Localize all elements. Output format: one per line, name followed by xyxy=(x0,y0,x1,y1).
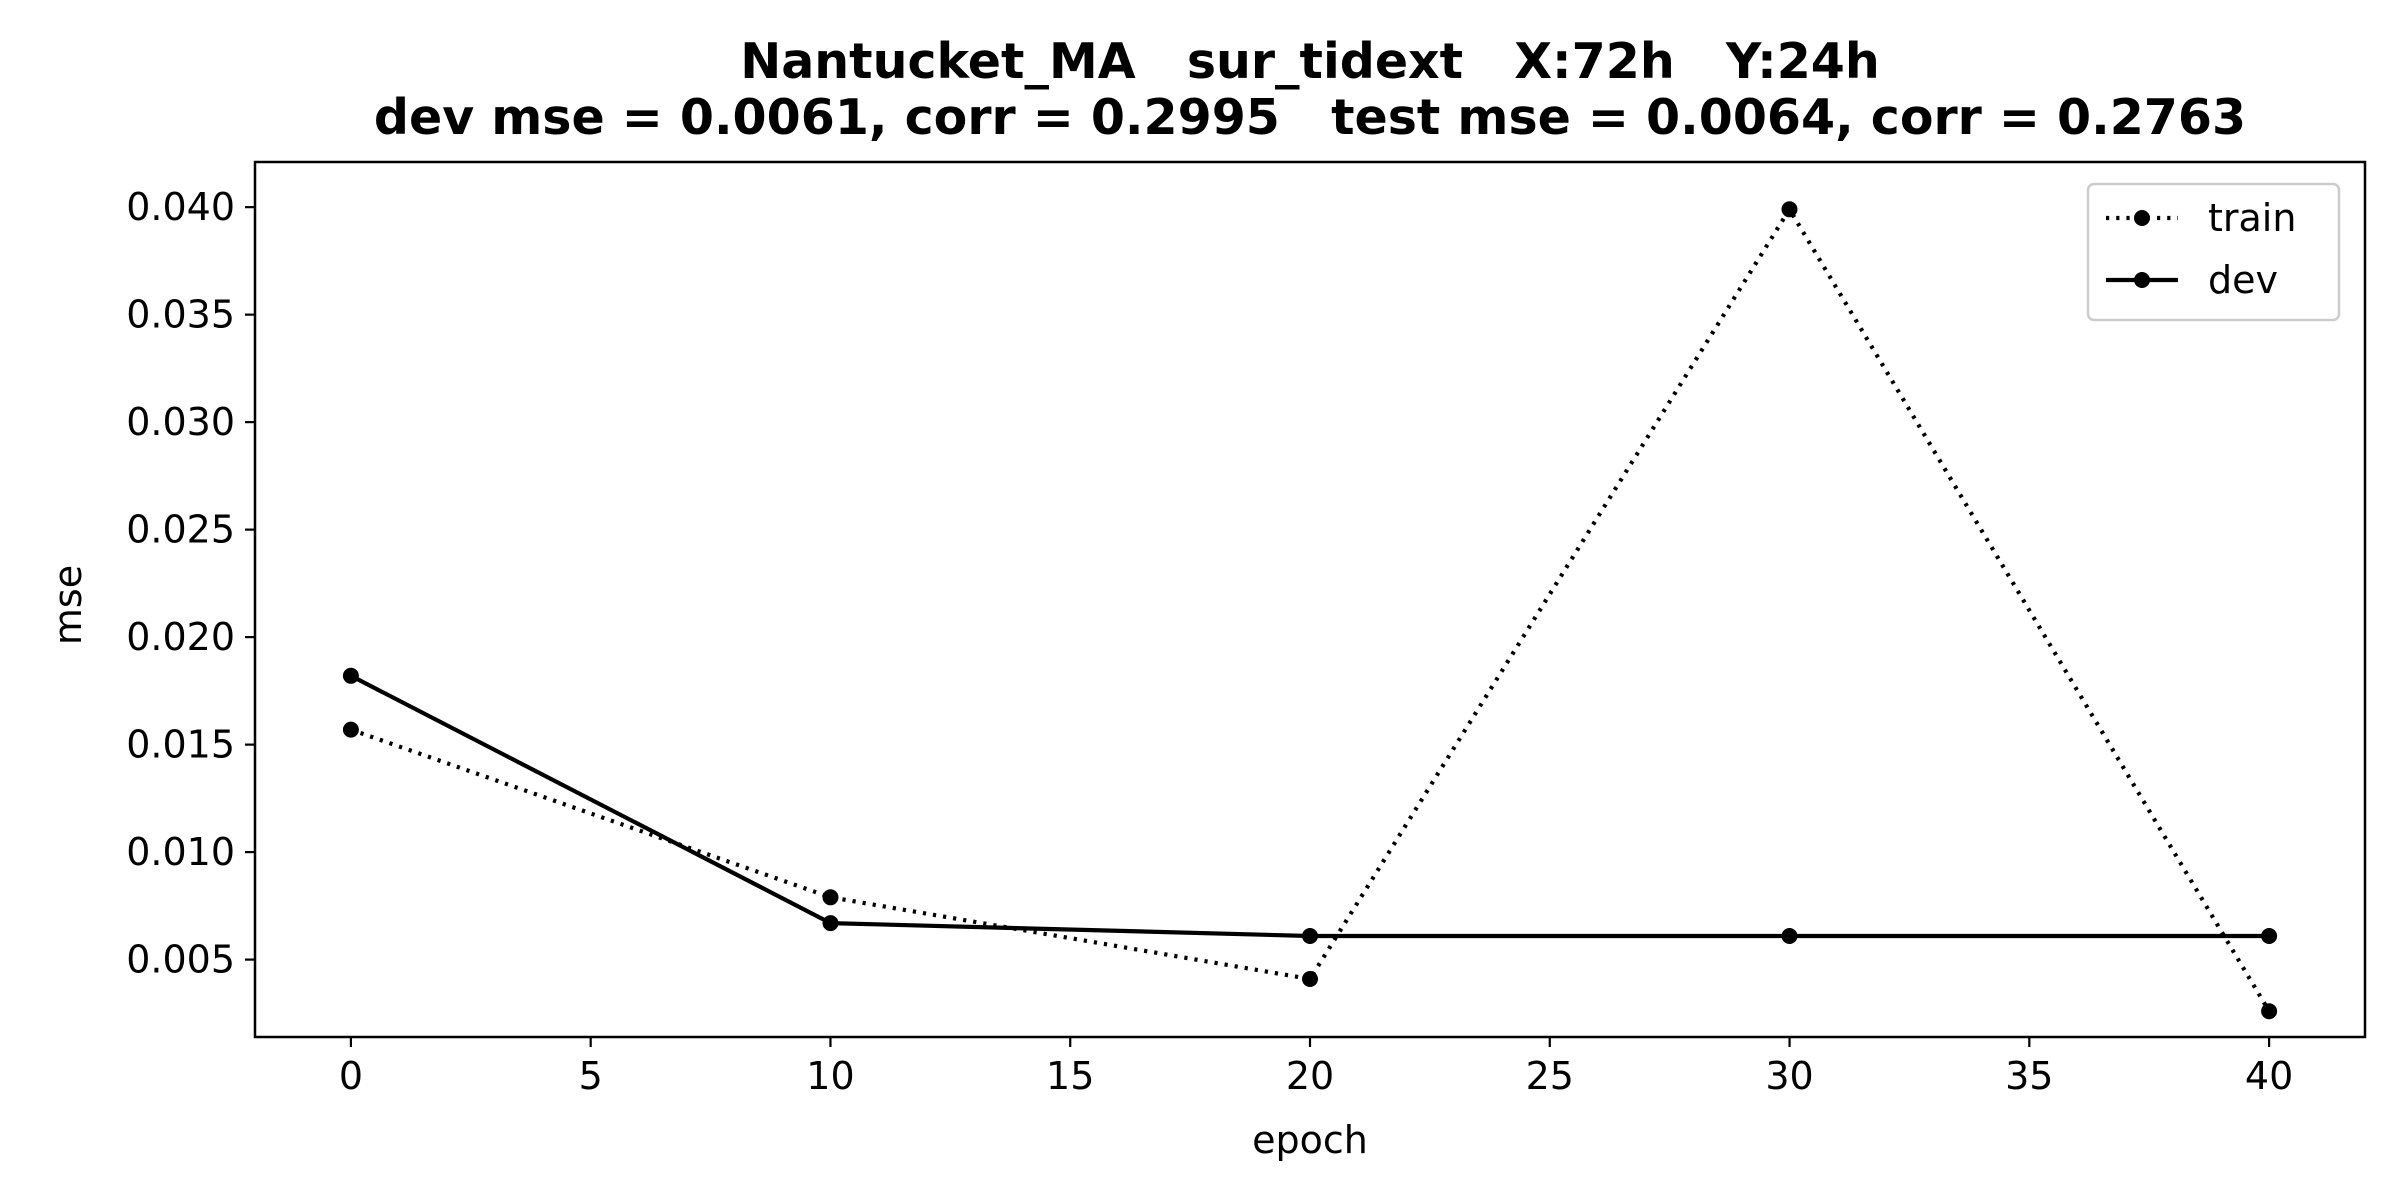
x-tick-label: 40 xyxy=(2245,1054,2293,1098)
plot-layer: 0 5 10 15 20 25 30 35 40 0.005 0.010 0.015 0.020 0.02… xyxy=(126,160,2367,1098)
y-tick-label: 0.040 xyxy=(126,185,235,229)
data-point-train-3 xyxy=(1781,201,1798,218)
legend: train dev xyxy=(2086,182,2341,322)
x-tick-label: 10 xyxy=(806,1054,854,1098)
y-tick-label: 0.025 xyxy=(126,508,235,552)
legend-label-dev: dev xyxy=(2208,258,2278,302)
data-point-train-4 xyxy=(2261,1003,2278,1020)
y-axis-label: mse xyxy=(46,565,90,645)
data-point-dev-2 xyxy=(1302,928,1318,944)
x-tick-label: 25 xyxy=(1526,1054,1574,1098)
y-tick-label: 0.015 xyxy=(126,723,235,767)
y-tick-label: 0.020 xyxy=(126,615,235,659)
series-line-dev xyxy=(349,673,2270,939)
data-point-dev-0 xyxy=(342,667,359,684)
chart-title-line-1: Nantucket_MA sur_tidext X:72h Y:24h xyxy=(740,33,1880,90)
x-tick-label: 15 xyxy=(1046,1054,1094,1098)
series-line-train xyxy=(350,207,2271,1013)
y-tick-label: 0.005 xyxy=(126,938,235,982)
data-point-dev-3 xyxy=(1781,928,1798,944)
y-tick-label: 0.010 xyxy=(126,830,235,874)
plot-frame xyxy=(253,160,2367,1039)
data-point-train-0 xyxy=(342,721,359,738)
y-tick-label: 0.030 xyxy=(126,400,235,444)
x-tick-label: 20 xyxy=(1286,1054,1334,1098)
legend-marker-train xyxy=(2134,210,2150,226)
legend-label-train: train xyxy=(2208,196,2296,240)
chart-title-line-2: dev mse = 0.0061, corr = 0.2995 test mse… xyxy=(374,89,2246,146)
x-axis-label: epoch xyxy=(1252,1118,1368,1162)
x-tick-label: 0 xyxy=(339,1054,363,1098)
y-tick-label: 0.035 xyxy=(126,293,235,337)
data-point-dev-4 xyxy=(2261,928,2278,944)
data-point-dev-1 xyxy=(822,915,839,932)
x-tick-label: 5 xyxy=(579,1054,603,1098)
legend-box xyxy=(2086,182,2341,322)
x-tick-label: 35 xyxy=(2005,1054,2053,1098)
legend-marker-dev xyxy=(2134,272,2150,288)
data-point-train-1 xyxy=(822,889,839,906)
data-point-train-2 xyxy=(1302,971,1318,987)
x-tick-label: 30 xyxy=(1765,1054,1813,1098)
